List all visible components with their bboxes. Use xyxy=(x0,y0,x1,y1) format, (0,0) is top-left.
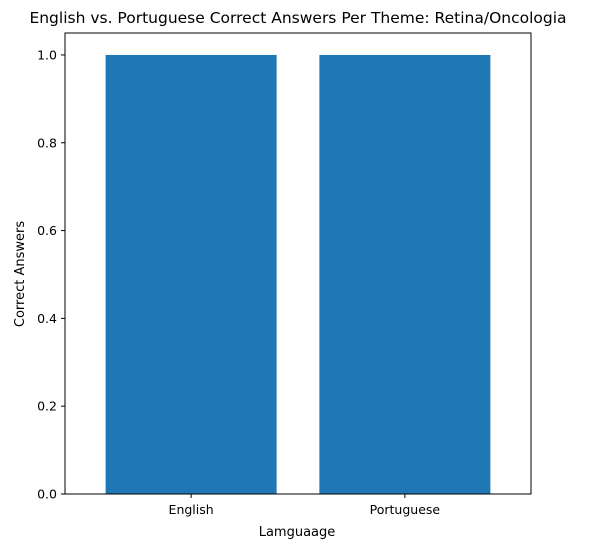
x-tick-label: English xyxy=(169,502,214,517)
x-tick-label: Portuguese xyxy=(370,502,441,517)
y-tick-label: 0.4 xyxy=(37,311,57,326)
bar-english xyxy=(105,54,277,494)
x-axis-label: Lamguaage xyxy=(259,525,336,540)
x-axis-ticks: English Portuguese xyxy=(169,494,441,517)
y-axis-ticks: 0.0 0.2 0.4 0.6 0.8 1.0 xyxy=(37,47,65,502)
y-axis-label: Correct Answers xyxy=(13,221,28,327)
y-tick-label: 0.6 xyxy=(37,223,57,238)
plot-area xyxy=(64,32,532,495)
y-tick-label: 0.0 xyxy=(37,487,57,502)
bars xyxy=(105,54,491,494)
y-tick-label: 1.0 xyxy=(37,47,57,62)
chart-title: English vs. Portuguese Correct Answers P… xyxy=(29,9,566,27)
y-tick-label: 0.2 xyxy=(37,399,57,414)
bar-portuguese xyxy=(319,54,491,494)
y-tick-label: 0.8 xyxy=(37,135,57,150)
axes-frame xyxy=(64,32,532,495)
